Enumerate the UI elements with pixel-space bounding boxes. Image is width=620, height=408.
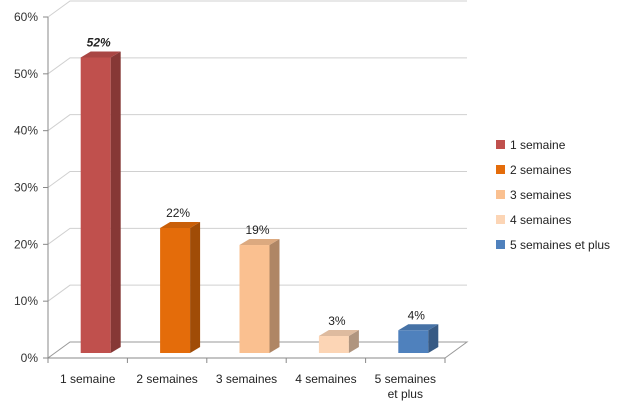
legend-label: 2 semaines bbox=[510, 163, 571, 177]
legend-label: 3 semaines bbox=[510, 188, 571, 202]
bar-4 bbox=[398, 324, 439, 353]
data-label: 19% bbox=[245, 223, 269, 237]
bar-front bbox=[318, 335, 349, 353]
data-label: 52% bbox=[87, 35, 111, 49]
bar-3 bbox=[318, 329, 359, 353]
y-tick-label: 10% bbox=[14, 294, 38, 308]
legend: 1 semaine 2 semaines 3 semaines 4 semaines 5… bbox=[496, 138, 610, 252]
bar-front bbox=[80, 57, 111, 353]
legend-item: 5 semaines et plus bbox=[496, 238, 610, 252]
bar-top bbox=[80, 51, 121, 58]
bar-top bbox=[318, 329, 359, 336]
bar-2 bbox=[239, 239, 280, 353]
legend-item: 1 semaine bbox=[496, 138, 566, 152]
x-tick-label: 2 semaines bbox=[136, 372, 197, 386]
legend-swatch bbox=[496, 215, 505, 224]
gridline bbox=[47, 284, 467, 302]
legend-label: 1 semaine bbox=[510, 138, 566, 152]
bar-top bbox=[398, 324, 439, 331]
y-axis: 0% 10% 20% 30% 40% 50% 60% bbox=[14, 10, 49, 365]
gridline bbox=[47, 114, 467, 132]
y-tick-label: 0% bbox=[21, 351, 39, 365]
bar-side bbox=[269, 239, 280, 353]
y-tick-label: 20% bbox=[14, 237, 38, 251]
legend-swatch bbox=[496, 240, 505, 249]
y-tick-label: 50% bbox=[14, 67, 38, 81]
gridlines bbox=[47, 0, 467, 302]
legend-item: 3 semaines bbox=[496, 188, 571, 202]
bar-0 bbox=[80, 51, 121, 353]
data-label: 4% bbox=[408, 308, 426, 322]
gridline bbox=[47, 171, 467, 188]
x-axis: 1 semaine 2 semaines 3 semaines 4 semaines 5… bbox=[47, 357, 446, 401]
y-tick-label: 60% bbox=[14, 10, 38, 24]
bar-side bbox=[190, 221, 201, 353]
x-tick-label: 3 semaines bbox=[216, 372, 277, 386]
bar-side bbox=[110, 51, 121, 353]
legend-label: 5 semaines et plus bbox=[510, 238, 610, 252]
bar-top bbox=[160, 221, 201, 228]
x-tick-label: 4 semaines bbox=[295, 372, 356, 386]
y-tick-label: 40% bbox=[14, 124, 38, 138]
data-label: 3% bbox=[328, 314, 346, 328]
legend-label: 4 semaines bbox=[510, 213, 571, 227]
legend-swatch bbox=[496, 165, 505, 174]
data-labels: 52% 22% 19% 3% 4% bbox=[87, 35, 426, 327]
x-tick-label: 1 semaine bbox=[60, 372, 116, 386]
gridline bbox=[47, 57, 467, 75]
bar-front bbox=[398, 330, 429, 353]
gridline bbox=[47, 0, 467, 18]
legend-swatch bbox=[496, 190, 505, 199]
bar-front bbox=[239, 245, 270, 353]
x-tick-label: et plus bbox=[388, 387, 423, 401]
bar-side bbox=[428, 324, 439, 353]
legend-swatch bbox=[496, 140, 505, 149]
bar-side bbox=[348, 329, 359, 353]
gridline bbox=[47, 227, 467, 245]
bars bbox=[80, 51, 439, 353]
bar-top bbox=[239, 239, 280, 246]
bar-1 bbox=[160, 221, 201, 353]
legend-item: 4 semaines bbox=[496, 213, 571, 227]
legend-item: 2 semaines bbox=[496, 163, 571, 177]
data-label: 22% bbox=[166, 206, 190, 220]
x-tick-label: 5 semaines bbox=[375, 372, 436, 386]
y-tick-label: 30% bbox=[14, 181, 38, 195]
bar-front bbox=[160, 227, 191, 353]
